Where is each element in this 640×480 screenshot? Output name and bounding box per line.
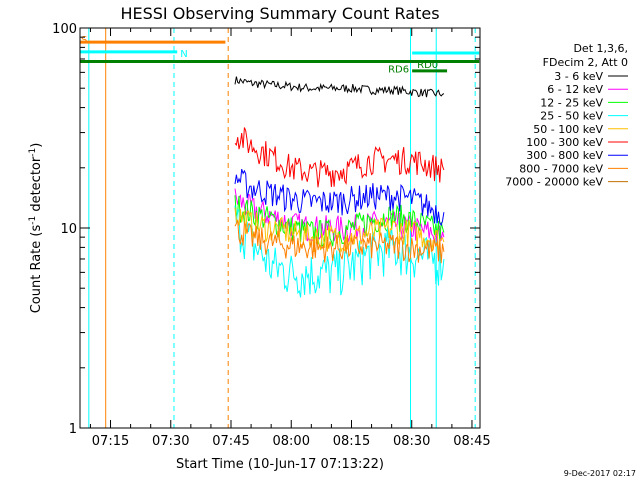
x-tick-label-2: 07:45 xyxy=(212,434,249,449)
y-axis-label-sup2: -1 xyxy=(28,148,38,157)
plot-area: S N RD6 RD0 07:15 07:30 07:45 08:00 08:15 08:30 08… xyxy=(52,22,491,449)
legend-label-0: 3 - 6 keV xyxy=(554,70,603,83)
series-line-0 xyxy=(234,76,445,98)
flag-label-2: RD6 xyxy=(388,64,409,75)
y-axis-label-mid: detector xyxy=(29,156,44,216)
x-tick-label-5: 08:30 xyxy=(393,434,430,449)
legend-label-2: 12 - 25 keV xyxy=(540,96,603,109)
series-line-4 xyxy=(234,207,445,254)
legend-label-8: 7000 - 20000 keV xyxy=(505,176,603,189)
y-axis-label-sup1: -1 xyxy=(28,216,38,225)
y-tick-label-0: 1 xyxy=(69,422,77,437)
x-tick-label-6: 08:45 xyxy=(453,434,490,449)
legend-label-7: 800 - 7000 keV xyxy=(519,162,603,175)
y-axis-label: Count Rate (s-1 detector-1) xyxy=(28,143,44,314)
legend-label-3: 25 - 50 keV xyxy=(540,110,603,123)
series-line-6 xyxy=(234,168,445,227)
legend-label-1: 6 - 12 keV xyxy=(547,83,603,96)
flag-label-3: RD0 xyxy=(417,60,438,71)
legend-label-4: 50 - 100 keV xyxy=(533,123,603,136)
x-axis-label: Start Time (10-Jun-17 07:13:22) xyxy=(176,457,384,472)
chart-title: HESSI Observing Summary Count Rates xyxy=(120,4,439,23)
x-tick-label-0: 07:15 xyxy=(92,434,129,449)
y-axis-label-main: Count Rate (s xyxy=(29,225,44,314)
series-line-3 xyxy=(234,205,445,298)
flag-label-0: S xyxy=(81,35,87,46)
x-tick-label-1: 07:30 xyxy=(152,434,189,449)
flag-label-1: N xyxy=(180,49,187,60)
legend-label-6: 300 - 800 keV xyxy=(526,149,603,162)
legend-header-line-2: FDecim 2, Att 0 xyxy=(543,56,628,69)
footer-date: 9-Dec-2017 02:17 xyxy=(564,469,636,478)
y-axis-label-end: ) xyxy=(29,143,44,148)
x-tick-label-3: 08:00 xyxy=(273,434,310,449)
legend-header-line-1: Det 1,3,6, xyxy=(573,42,628,55)
series-line-5 xyxy=(234,127,445,188)
series-line-7 xyxy=(234,218,445,264)
x-tick-label-4: 08:15 xyxy=(333,434,370,449)
series-line-2 xyxy=(234,195,445,247)
y-tick-label-2: 100 xyxy=(52,22,77,37)
legend-label-5: 100 - 300 keV xyxy=(526,136,603,149)
y-tick-label-1: 10 xyxy=(60,222,77,237)
